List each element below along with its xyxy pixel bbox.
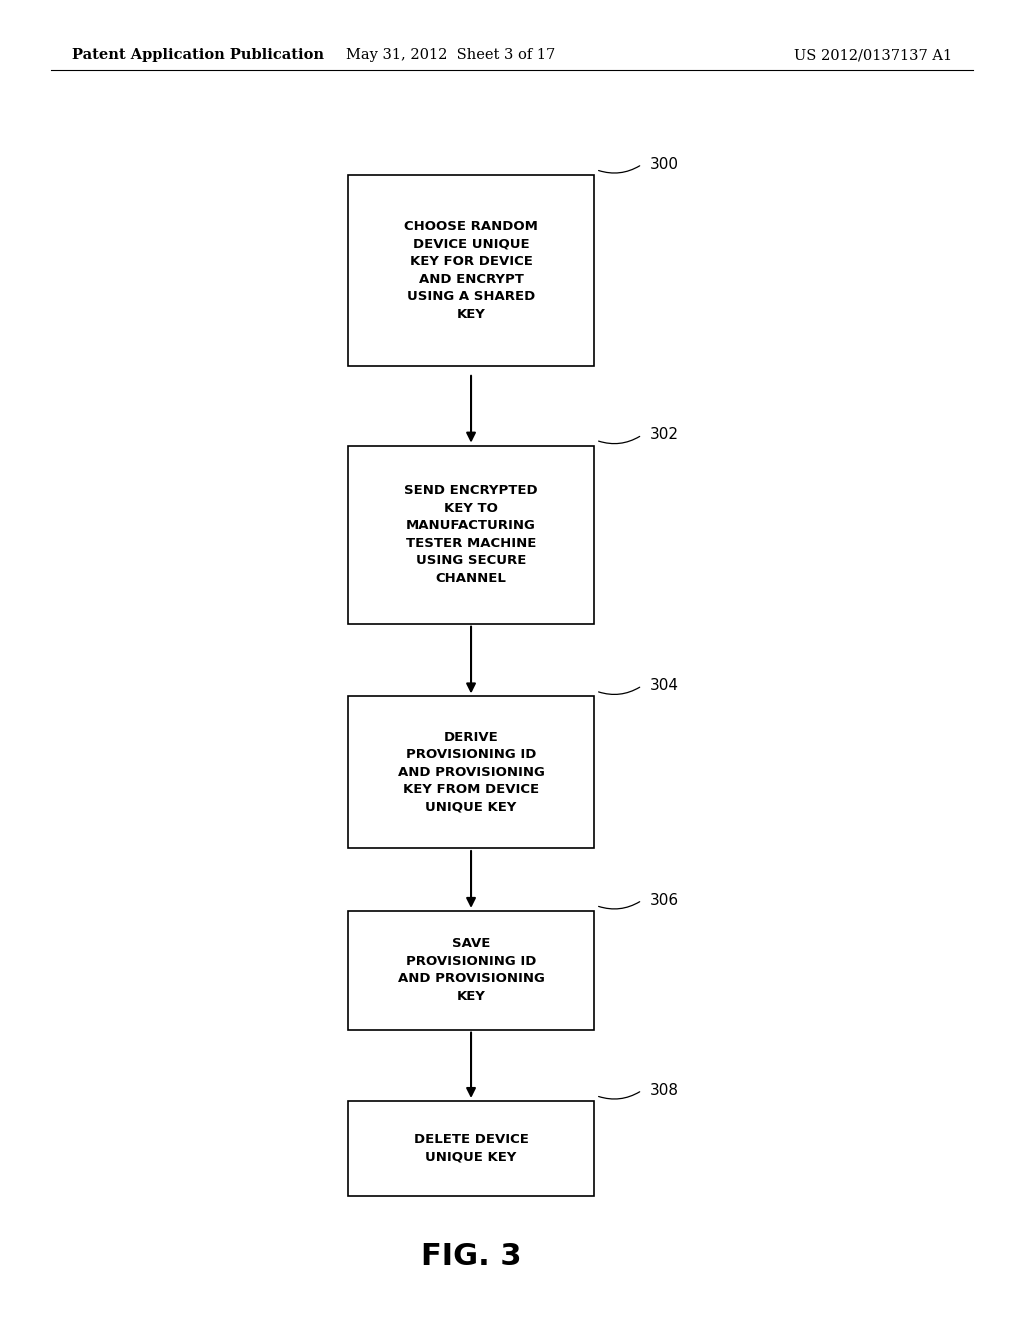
Text: SEND ENCRYPTED
KEY TO
MANUFACTURING
TESTER MACHINE
USING SECURE
CHANNEL: SEND ENCRYPTED KEY TO MANUFACTURING TEST… <box>404 484 538 585</box>
Text: May 31, 2012  Sheet 3 of 17: May 31, 2012 Sheet 3 of 17 <box>346 49 555 62</box>
Text: 308: 308 <box>650 1082 679 1098</box>
Text: 306: 306 <box>650 892 679 908</box>
FancyBboxPatch shape <box>348 1101 594 1196</box>
Text: DELETE DEVICE
UNIQUE KEY: DELETE DEVICE UNIQUE KEY <box>414 1133 528 1164</box>
FancyBboxPatch shape <box>348 174 594 366</box>
Text: 304: 304 <box>650 678 679 693</box>
Text: DERIVE
PROVISIONING ID
AND PROVISIONING
KEY FROM DEVICE
UNIQUE KEY: DERIVE PROVISIONING ID AND PROVISIONING … <box>397 731 545 813</box>
Text: 302: 302 <box>650 428 679 442</box>
Text: 300: 300 <box>650 157 679 172</box>
FancyBboxPatch shape <box>348 911 594 1030</box>
Text: SAVE
PROVISIONING ID
AND PROVISIONING
KEY: SAVE PROVISIONING ID AND PROVISIONING KE… <box>397 937 545 1003</box>
Text: CHOOSE RANDOM
DEVICE UNIQUE
KEY FOR DEVICE
AND ENCRYPT
USING A SHARED
KEY: CHOOSE RANDOM DEVICE UNIQUE KEY FOR DEVI… <box>404 220 538 321</box>
FancyBboxPatch shape <box>348 697 594 849</box>
Text: FIG. 3: FIG. 3 <box>421 1242 521 1271</box>
FancyBboxPatch shape <box>348 446 594 624</box>
Text: Patent Application Publication: Patent Application Publication <box>72 49 324 62</box>
Text: US 2012/0137137 A1: US 2012/0137137 A1 <box>795 49 952 62</box>
